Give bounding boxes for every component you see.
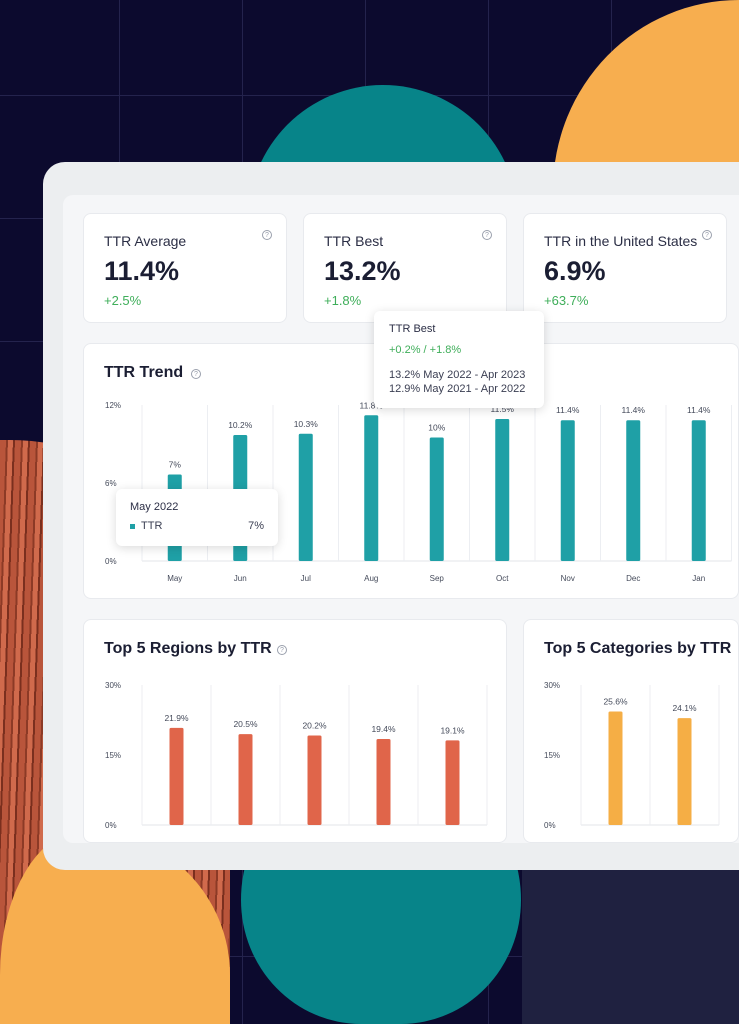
navy-block <box>522 860 739 1024</box>
dashboard-panel: TTR Average ? 11.4% +2.5% TTR Best ? 13.… <box>63 195 739 843</box>
bar <box>238 734 253 825</box>
data-label: 19.1% <box>440 725 465 735</box>
bar <box>445 740 460 825</box>
section-title: Top 5 Categories by TTR <box>544 640 732 657</box>
bar <box>169 727 184 825</box>
data-label: 20.2% <box>302 720 327 730</box>
bar <box>677 718 692 825</box>
data-label: 10% <box>428 423 445 433</box>
data-label: 19.4% <box>371 724 396 734</box>
x-tick-label: Sep <box>430 574 445 583</box>
data-label: 11.4% <box>556 405 580 415</box>
y-tick-label: 30% <box>105 681 121 690</box>
data-label: 11.5% <box>491 404 515 414</box>
bar <box>376 738 391 825</box>
best-tooltip: TTR Best +0.2% / +1.8% 13.2% May 2022 - … <box>374 311 544 408</box>
data-label: 25.6% <box>603 697 628 707</box>
tooltip-range: May 2021 - Apr 2022 <box>423 383 526 395</box>
tooltip-line: 12.9% May 2021 - Apr 2022 <box>389 383 525 395</box>
regions-card: Top 5 Regions by TTR ? <box>83 619 507 843</box>
kpi-card-average: TTR Average ? 11.4% +2.5% <box>83 213 287 323</box>
tooltip-value: 13.2% <box>389 369 421 381</box>
bar <box>626 420 641 561</box>
tooltip-title: TTR Best <box>389 323 436 335</box>
y-tick-label: 0% <box>544 821 556 830</box>
y-tick-label: 15% <box>105 751 121 760</box>
kpi-value: 13.2% <box>324 256 401 286</box>
help-icon[interactable]: ? <box>191 369 201 379</box>
data-label: 11.4% <box>687 405 711 415</box>
data-label: 21.9% <box>164 713 189 723</box>
bar <box>691 420 706 561</box>
data-label: 11.8% <box>360 400 384 410</box>
kpi-card-best: TTR Best ? 13.2% +1.8% <box>303 213 507 323</box>
bar <box>298 433 313 561</box>
tooltip-delta: +0.2% / +1.8% <box>389 344 462 356</box>
ttr-trend-chart: 0% 6% 12% 7% May 10.2% Jun 10.3% Jul 11.8% Aug 10% S… <box>105 400 732 583</box>
bar <box>495 418 510 561</box>
kpi-card-us: TTR in the United States ? 6.9% +63.7% <box>523 213 727 323</box>
kpi-value: 6.9% <box>544 256 606 286</box>
data-label: 10.2% <box>228 420 253 430</box>
section-title: TTR Trend <box>104 364 184 381</box>
kpi-title: TTR in the United States <box>544 233 698 249</box>
tooltip-value: 7% <box>248 520 264 532</box>
tooltip-line: 13.2% May 2022 - Apr 2023 <box>389 369 525 381</box>
kpi-value: 11.4% <box>104 256 180 286</box>
x-tick-label: Jul <box>301 574 311 583</box>
bar <box>429 437 444 561</box>
data-label: 10.3% <box>294 419 319 429</box>
kpi-title: TTR Average <box>104 233 187 249</box>
tooltip-title: May 2022 <box>130 501 179 513</box>
kpi-title: TTR Best <box>324 233 384 249</box>
trend-tooltip: May 2022 TTR 7% <box>116 489 278 546</box>
y-tick-label: 12% <box>105 401 121 410</box>
x-tick-label: Aug <box>364 574 378 583</box>
help-icon[interactable]: ? <box>702 230 712 240</box>
kpi-delta: +1.8% <box>324 293 362 308</box>
y-tick-label: 0% <box>105 557 117 566</box>
x-tick-label: Dec <box>626 574 640 583</box>
tooltip-value: 12.9% <box>389 383 421 395</box>
help-icon[interactable]: ? <box>482 230 492 240</box>
y-tick-label: 15% <box>544 751 560 760</box>
tooltip-series: TTR <box>141 520 163 532</box>
y-tick-label: 30% <box>544 681 560 690</box>
categories-card: Top 5 Categories by TTR <box>523 619 739 843</box>
regions-chart: 0% 15% 30% 21.9% 20.5% 20.2% 19.4% 19.1% 0% 15% 30… <box>105 681 720 830</box>
bar <box>364 415 379 561</box>
x-tick-label: Jan <box>692 574 705 583</box>
kpi-delta: +63.7% <box>544 293 589 308</box>
x-tick-label: Jun <box>234 574 247 583</box>
section-title: Top 5 Regions by TTR <box>104 640 272 657</box>
y-tick-label: 0% <box>105 821 117 830</box>
bar <box>560 420 575 561</box>
x-tick-label: Nov <box>561 574 575 583</box>
bar <box>608 711 623 825</box>
legend-swatch <box>130 524 135 529</box>
x-tick-label: May <box>167 574 182 583</box>
data-label: 24.1% <box>672 703 697 713</box>
data-label: 11.4% <box>622 405 646 415</box>
bar <box>307 735 322 825</box>
data-label: 7% <box>169 460 182 470</box>
x-tick-label: Oct <box>496 574 509 583</box>
help-icon[interactable]: ? <box>262 230 272 240</box>
data-label: 20.5% <box>233 719 258 729</box>
tooltip-range: May 2022 - Apr 2023 <box>423 369 526 381</box>
help-icon[interactable]: ? <box>277 645 287 655</box>
kpi-delta: +2.5% <box>104 293 142 308</box>
y-tick-label: 6% <box>105 479 117 488</box>
